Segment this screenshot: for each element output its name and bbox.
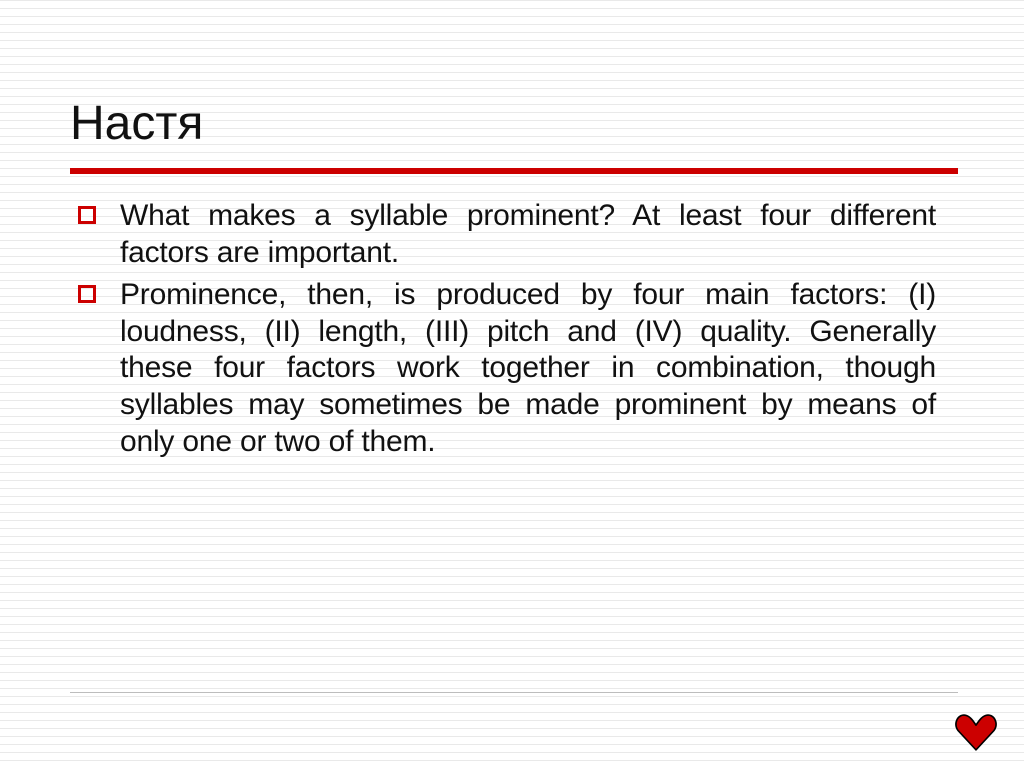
- square-bullet-icon: [78, 285, 96, 303]
- slide-title: Настя: [70, 96, 203, 151]
- bullet-item: What makes a syllable prominent? At leas…: [120, 198, 936, 271]
- slide-body: What makes a syllable prominent? At leas…: [120, 198, 936, 466]
- bullet-text: Prominence, then, is produced by four ma…: [120, 277, 936, 460]
- title-underline: [70, 168, 958, 174]
- heart-icon: [954, 710, 998, 754]
- footer-divider: [70, 692, 958, 693]
- square-bullet-icon: [78, 206, 96, 224]
- bullet-text: What makes a syllable prominent? At leas…: [120, 198, 936, 271]
- slide: Настя What makes a syllable prominent? A…: [0, 0, 1024, 768]
- bullet-item: Prominence, then, is produced by four ma…: [120, 277, 936, 460]
